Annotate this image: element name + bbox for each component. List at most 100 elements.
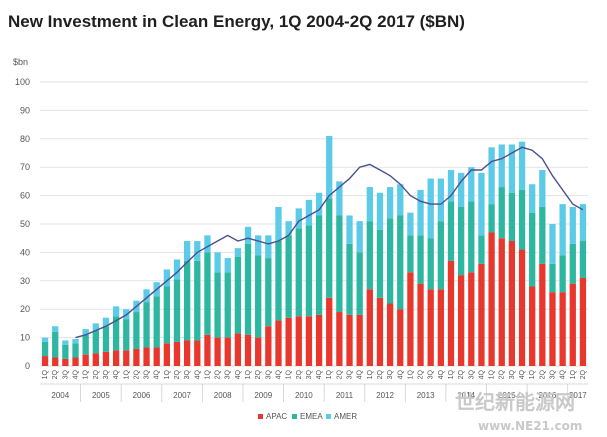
trend-line-path bbox=[75, 146, 584, 339]
x-tick-label: 3Q bbox=[265, 369, 272, 379]
bar-apac bbox=[518, 249, 526, 366]
bar-amer bbox=[549, 224, 556, 264]
year-label: 2010 bbox=[295, 391, 313, 400]
bar-apac bbox=[194, 340, 201, 366]
legend-label-apac: APAC bbox=[266, 412, 287, 421]
bar-emea bbox=[123, 319, 130, 351]
bar-apac bbox=[336, 312, 343, 366]
bar-emea bbox=[366, 221, 373, 290]
bar-apac bbox=[356, 314, 363, 366]
x-tick-label: 1Q bbox=[83, 369, 90, 379]
bar-emea bbox=[447, 201, 455, 261]
year-label: 2011 bbox=[336, 391, 354, 400]
bar-amer bbox=[102, 317, 110, 327]
bar-apac bbox=[163, 343, 170, 366]
bar-amer bbox=[173, 259, 181, 280]
bar-apac bbox=[447, 260, 455, 366]
bar-amer bbox=[366, 187, 373, 222]
year-label: 2007 bbox=[173, 391, 191, 400]
x-tick-label: 1Q bbox=[448, 369, 455, 379]
x-tick-label: 1Q bbox=[42, 369, 49, 379]
bar-emea bbox=[386, 218, 394, 304]
x-tick-label: 2Q bbox=[255, 369, 262, 379]
chart-title: New Investment in Clean Energy, 1Q 2004-… bbox=[8, 12, 465, 31]
bars bbox=[41, 135, 587, 366]
y-tick-label: 60 bbox=[20, 191, 30, 201]
bar-apac bbox=[285, 317, 292, 366]
bar-amer bbox=[52, 326, 59, 332]
bar-emea bbox=[133, 312, 140, 349]
x-tick-label: 4Q bbox=[560, 369, 567, 379]
y-tick-label: 0 bbox=[25, 361, 30, 371]
bar-emea bbox=[458, 206, 465, 276]
bar-amer bbox=[397, 184, 404, 216]
bar-emea bbox=[62, 344, 69, 359]
y-tick-label: 80 bbox=[20, 134, 30, 144]
legend-label-emea: EMEA bbox=[300, 412, 323, 421]
bar-apac bbox=[153, 347, 160, 366]
x-tick-label: 1Q bbox=[245, 369, 252, 379]
bar-apac bbox=[214, 337, 221, 366]
bar-apac bbox=[133, 348, 140, 366]
bar-emea bbox=[346, 243, 353, 315]
x-tick-label: 3Q bbox=[225, 369, 232, 379]
year-label: 2012 bbox=[376, 391, 394, 400]
bar-apac bbox=[539, 263, 546, 366]
bar-amer bbox=[265, 235, 272, 259]
bar-apac bbox=[437, 289, 444, 366]
bar-emea bbox=[112, 316, 120, 351]
bar-apac bbox=[112, 350, 120, 366]
bar-amer bbox=[163, 269, 170, 287]
bar-emea bbox=[265, 258, 272, 327]
bar-amer bbox=[579, 204, 587, 242]
bar-apac bbox=[244, 334, 252, 366]
bar-apac bbox=[275, 320, 282, 366]
bar-emea bbox=[244, 243, 252, 335]
bar-emea bbox=[285, 235, 292, 318]
bar-apac bbox=[315, 314, 323, 366]
bar-apac bbox=[41, 356, 49, 366]
year-label: 2016 bbox=[539, 391, 557, 400]
x-tick-label: 2Q bbox=[296, 369, 303, 379]
bar-emea bbox=[468, 201, 475, 273]
bar-amer bbox=[417, 189, 424, 236]
bar-amer bbox=[447, 170, 455, 202]
x-tick-label: 4Q bbox=[154, 369, 161, 379]
x-tick-label: 4Q bbox=[73, 369, 80, 379]
y-tick-label: 40 bbox=[20, 247, 30, 257]
legend-swatch-emea bbox=[292, 414, 297, 419]
bar-emea bbox=[52, 331, 59, 358]
bar-emea bbox=[214, 272, 221, 338]
bar-emea bbox=[72, 343, 79, 358]
x-tick-label: 1Q bbox=[407, 369, 414, 379]
bar-apac bbox=[376, 297, 384, 366]
bar-amer bbox=[204, 235, 211, 253]
bar-apac bbox=[62, 358, 69, 366]
bar-amer bbox=[315, 192, 323, 216]
bar-emea bbox=[336, 215, 343, 313]
bar-emea bbox=[518, 189, 526, 250]
bar-emea bbox=[204, 252, 211, 335]
bar-apac bbox=[123, 350, 130, 366]
bar-amer bbox=[518, 141, 526, 190]
bar-amer bbox=[386, 187, 394, 219]
bar-apac bbox=[397, 309, 404, 366]
bar-emea bbox=[92, 330, 99, 354]
x-tick-label: 2Q bbox=[418, 369, 425, 379]
y-tick-label: 100 bbox=[15, 77, 30, 87]
x-tick-label: 2Q bbox=[458, 369, 465, 379]
x-tick-label: 1Q bbox=[570, 369, 577, 379]
bar-emea bbox=[549, 263, 556, 293]
bar-emea bbox=[194, 260, 201, 341]
bar-amer bbox=[72, 339, 79, 344]
x-tick-label: 4Q bbox=[438, 369, 445, 379]
x-tick-label: 2Q bbox=[539, 369, 546, 379]
y-tick-label: 20 bbox=[20, 304, 30, 314]
bar-apac bbox=[52, 357, 59, 366]
bar-apac bbox=[326, 297, 333, 366]
trend-line bbox=[75, 146, 584, 339]
watermark: 世纪新能源网 www.NE21.com bbox=[455, 390, 582, 433]
bar-apac bbox=[224, 337, 231, 366]
x-tick-label: 1Q bbox=[489, 369, 496, 379]
